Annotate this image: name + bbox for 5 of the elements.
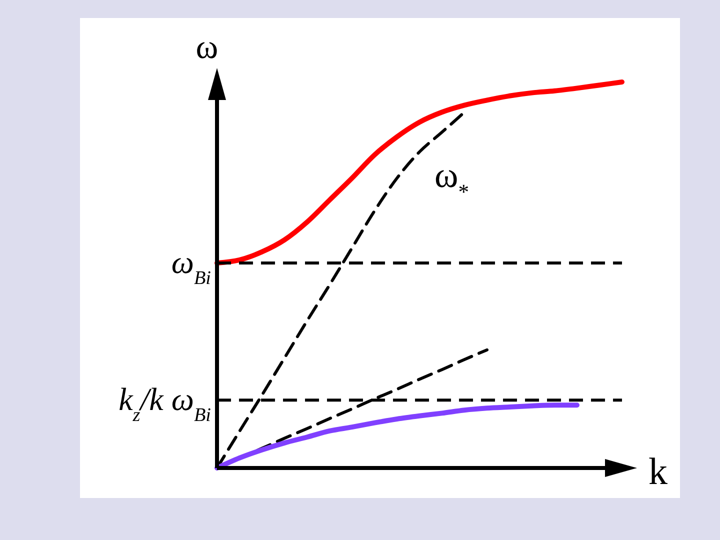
- y-axis-title: ω: [196, 29, 218, 66]
- ref-line-label: k$_{z}$/k ω$_{Bi}$: [118, 381, 211, 426]
- x-axis-title: k: [648, 451, 668, 493]
- annotation: ω$_{*}$: [434, 155, 469, 204]
- ref-line-label: ω$_{Bi}$: [171, 244, 211, 289]
